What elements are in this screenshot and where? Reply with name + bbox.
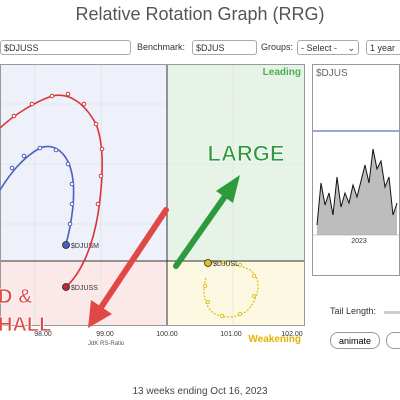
benchmark-label: Benchmark: — [137, 42, 186, 52]
mini-chart-symbol: $DJUS — [316, 68, 348, 79]
benchmark-input[interactable]: $DJUS — [192, 40, 257, 55]
quadrant-weakening-label: Weakening — [248, 334, 301, 345]
tail-length-slider[interactable] — [384, 311, 400, 314]
series-djusl-point — [202, 283, 208, 289]
series-djusl-point — [251, 273, 257, 279]
series-djussm-point — [37, 145, 43, 151]
step-button[interactable] — [386, 332, 400, 349]
x-axis-label: JdK RS-Ratio — [88, 341, 125, 347]
series-djussm-point — [53, 147, 59, 153]
groups-label: Groups: — [261, 42, 294, 52]
green-arrow-head — [216, 175, 240, 203]
series-djuss-point — [11, 113, 17, 119]
series-djussm-point — [69, 201, 75, 207]
red-arrow — [97, 207, 169, 312]
series-djusl-tail — [203, 262, 259, 318]
series-djuss-label: $DJUSS — [71, 285, 98, 292]
footer-period: 13 weeks ending Oct 16, 2023 — [132, 386, 268, 397]
series-djuss-point — [81, 101, 87, 107]
series-djussm-tail — [0, 145, 75, 245]
series-djuss-head — [62, 283, 70, 291]
series-djuss-point — [95, 201, 101, 207]
series-djusl-point — [237, 311, 243, 317]
series-djusl-point — [237, 262, 243, 268]
groups-select[interactable]: - Select - ⌄ — [297, 40, 359, 55]
series-djuss-tail — [0, 94, 104, 288]
series-djusl-point — [219, 313, 225, 319]
series-djuss-point — [29, 101, 35, 107]
quadrant-improving — [0, 64, 167, 261]
tail-length-label: Tail Length: — [330, 306, 377, 316]
series-djusl-point — [205, 299, 211, 305]
quadrant-lagging — [0, 261, 167, 326]
series-djusl-head — [204, 259, 212, 267]
quadrant-leading-label: Leading — [263, 67, 301, 78]
annotation-left-top: D & — [0, 286, 32, 308]
mini-price-area — [317, 149, 397, 235]
series-djussm-label: $DJUSM — [71, 243, 99, 250]
series-djuss-point — [65, 91, 71, 97]
red-arrow-head — [88, 300, 112, 328]
quadrant-weakening — [167, 261, 305, 326]
x-tick-label: 102.00 — [281, 331, 303, 338]
period-select[interactable]: 1 year — [366, 40, 400, 55]
series-djussm-point — [69, 181, 75, 187]
x-tick-label: 101.00 — [220, 331, 242, 338]
series-djusl-label: $DJUSL — [213, 261, 239, 268]
series-djussm-head — [62, 241, 70, 249]
page-title: Relative Rotation Graph (RRG) — [75, 4, 325, 24]
animate-button[interactable]: animate — [330, 332, 380, 349]
toolbar: $DJUSS Benchmark: $DJUS Groups: - Select… — [0, 38, 400, 58]
mini-chart-x-tick: 2023 — [351, 238, 367, 245]
x-tick-label: 99.00 — [96, 331, 114, 338]
annotation-left-bottom: HALL — [0, 314, 51, 336]
series-djussm-point — [9, 165, 15, 171]
chevron-down-icon: ⌄ — [347, 43, 355, 53]
mini-price-chart[interactable]: $DJUS 2023 — [312, 64, 400, 276]
rrg-chart: Leading Weakening $DJUSM $DJUSS — [0, 64, 305, 347]
series-djuss-point — [99, 146, 105, 152]
groups-select-value: - Select - — [301, 43, 338, 53]
series-djuss-point — [98, 173, 104, 179]
symbols-input[interactable]: $DJUSS — [0, 40, 131, 55]
green-arrow — [173, 189, 231, 269]
series-djusl-point — [251, 293, 257, 299]
annotation-large: LARGE — [208, 141, 285, 166]
quadrant-leading — [167, 64, 305, 261]
series-djussm-point — [67, 221, 73, 227]
series-djuss-point — [93, 121, 99, 127]
series-djusl-point — [221, 259, 227, 265]
x-tick-label: 98.00 — [34, 331, 52, 338]
series-djuss-point — [49, 93, 55, 99]
mini-price-line — [316, 148, 398, 226]
x-tick-label: 100.00 — [156, 331, 178, 338]
series-djussm-point — [21, 153, 27, 159]
series-djussm-point — [65, 161, 71, 167]
